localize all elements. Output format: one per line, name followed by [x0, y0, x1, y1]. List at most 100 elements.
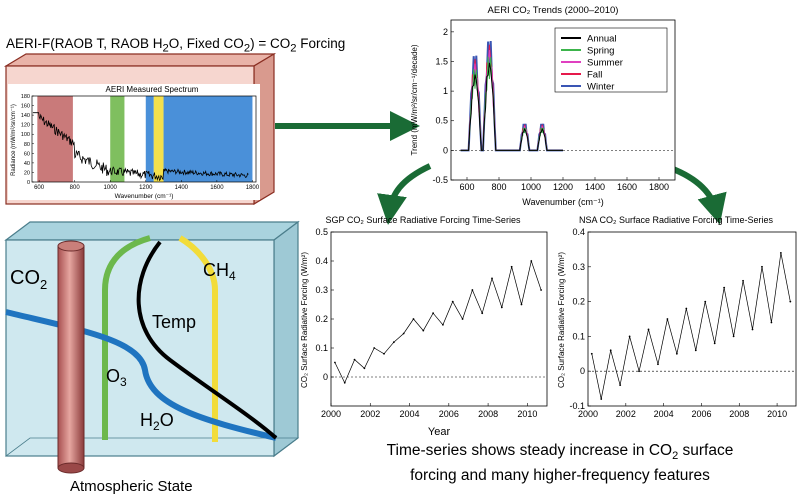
- spectrum-radiance-line: [32, 112, 249, 182]
- trends-x-ticks: 600 800 1000 1200 1400 1600 1800: [459, 177, 669, 192]
- spectrum-chart: AERI Measured Spectrum 0 20 40 60 80 100 120 14…: [8, 84, 260, 200]
- trends-series-annual: [460, 62, 564, 151]
- nsa-data-point: [638, 370, 640, 373]
- spectrum-plot-frame: [31, 95, 257, 183]
- spectrum-ytick-label: 100: [21, 132, 30, 138]
- spectrum-band-4: [163, 96, 253, 182]
- nsa-data-point: [666, 318, 669, 320]
- nsa-data-point: [619, 384, 622, 387]
- sgp-data-point: [392, 341, 395, 344]
- spectrum-y-ticks: 0 20 40 60 80 100 120 140 160 180: [21, 94, 34, 186]
- spectrum-ytick-label: 80: [24, 142, 30, 148]
- trends-xtick-label: 800: [491, 182, 506, 192]
- sgp-ytick-label: 0.5: [315, 227, 328, 237]
- sgp-data-point: [422, 329, 425, 332]
- nsa-data-point: [723, 286, 726, 289]
- spectrum-band-3: [153, 96, 164, 182]
- spectrum-ytick-label: 180: [21, 94, 30, 100]
- spectrum-xtick-label: 600: [34, 185, 45, 191]
- nsa-ticks: -0.1 0 0.1 0.2 0.3 0.4 2000 2002 2004 2006 2008 201…: [569, 227, 787, 419]
- nsa-data-point: [609, 349, 612, 352]
- spectrum-ytick-label: 0: [27, 180, 30, 186]
- spectrum-title: AERI Measured Spectrum: [106, 85, 199, 94]
- nsa-title: NSA CO₂ Surface Radiative Forcing Time-S…: [579, 215, 774, 225]
- sgp-forcing-line: [334, 259, 542, 384]
- co2-column: [57, 245, 85, 469]
- spectrum-ytick-label: 120: [21, 123, 30, 129]
- nsa-data-point: [647, 328, 650, 331]
- sgp-data-point: [500, 306, 503, 309]
- nsa-plot-frame: [587, 231, 797, 407]
- spectrum-ytick-label: 140: [21, 113, 30, 119]
- legend-label-summer: Summer: [587, 58, 623, 69]
- trends-ytick-label: 0.5: [435, 116, 448, 126]
- spectrum-xtick-label: 1200: [139, 185, 153, 191]
- nsa-data-point: [713, 342, 716, 345]
- sgp-data-point: [412, 318, 415, 320]
- temperature-profile: [136, 240, 278, 440]
- h2o-label: H2O: [140, 410, 174, 433]
- nsa-data-point: [628, 335, 631, 338]
- nsa-data-point: [732, 335, 735, 338]
- sgp-plot-frame: [330, 231, 548, 407]
- sgp-data-point: [540, 289, 543, 291]
- legend-label-fall: Fall: [587, 70, 602, 81]
- co2-column-bottom: [57, 462, 85, 474]
- spectrum-xtick-label: 1000: [104, 185, 118, 191]
- sgp-xtick-label: 2006: [439, 409, 459, 419]
- sgp-data-point: [383, 352, 385, 355]
- nsa-ytick-label: 0.1: [572, 331, 585, 341]
- nsa-data-points: [590, 251, 792, 400]
- nsa-xtick-label: 2000: [578, 409, 598, 419]
- co2-trends-chart: AERI CO₂ Trends (2000–2010) -0.5 0 0.5 1 1.5…: [410, 5, 676, 207]
- nsa-forcing-line: [591, 252, 791, 400]
- nsa-data-point: [761, 265, 763, 268]
- sgp-data-point: [373, 347, 376, 349]
- nsa-data-point: [742, 279, 744, 282]
- nsa-data-point: [770, 321, 773, 324]
- trends-xtick-label: 1000: [521, 182, 541, 192]
- trends-y-ticks: -0.5 0 0.5 1 1.5 2: [432, 27, 454, 185]
- nsa-data-point: [600, 398, 603, 400]
- sgp-data-point: [343, 381, 346, 384]
- trends-xtick-label: 1800: [649, 182, 669, 192]
- sgp-ytick-label: 0.4: [315, 256, 328, 266]
- summary-caption: Time-series shows steady increase in CO2…: [386, 442, 734, 485]
- trends-series: [460, 40, 564, 152]
- sgp-xtick-label: 2002: [360, 409, 380, 419]
- ch4-profile: [178, 235, 218, 442]
- spectrum-ytick-label: 20: [24, 170, 30, 176]
- spectrum-xtick-label: 800: [70, 185, 81, 191]
- nsa-data-point: [675, 352, 678, 355]
- sgp-data-point: [432, 312, 435, 315]
- spectrum-band-2: [145, 96, 154, 182]
- arrow-trends-to-sgp: [377, 163, 432, 225]
- spectrum-x-ticks: 600 800 1000 1200 1400 1600 1800: [34, 180, 260, 191]
- trends-xlabel: Wavenumber (cm⁻¹): [522, 197, 603, 207]
- o3-label: O3: [106, 366, 127, 389]
- sgp-data-point: [363, 367, 366, 370]
- trends-ytick-label: 1: [443, 86, 448, 96]
- atmos-box-floor: [4, 437, 300, 457]
- atmosphere-box: CO2 CH4 Temp O3 H2O: [4, 220, 300, 474]
- nsa-data-point: [657, 363, 659, 366]
- trends-ytick-label: -0.5: [432, 175, 448, 185]
- atmospheric-state-caption: Atmospheric State: [70, 478, 193, 495]
- co2-label: CO2: [10, 267, 47, 292]
- sgp-data-point: [461, 318, 464, 320]
- sgp-xtick-label: 2004: [400, 409, 420, 419]
- nsa-xtick-label: 2006: [691, 409, 711, 419]
- sgp-xtick-label: 2010: [517, 409, 537, 419]
- sgp-data-points: [334, 260, 543, 384]
- spectrum-ytick-label: 60: [24, 151, 30, 157]
- sgp-ytick-label: 0.3: [315, 285, 328, 295]
- spectrum-xtick-label: 1800: [246, 185, 260, 191]
- sgp-data-point: [402, 332, 405, 335]
- nsa-xtick-label: 2008: [729, 409, 749, 419]
- nsa-ytick-label: 0.4: [572, 227, 585, 237]
- nsa-forcing-chart: NSA CO₂ Surface Radiative Forcing Time-S…: [557, 215, 797, 419]
- spectrum-xtick-label: 1600: [210, 185, 224, 191]
- legend-label-winter: Winter: [587, 82, 614, 93]
- trends-xtick-label: 1400: [585, 182, 605, 192]
- nsa-data-point: [685, 307, 688, 310]
